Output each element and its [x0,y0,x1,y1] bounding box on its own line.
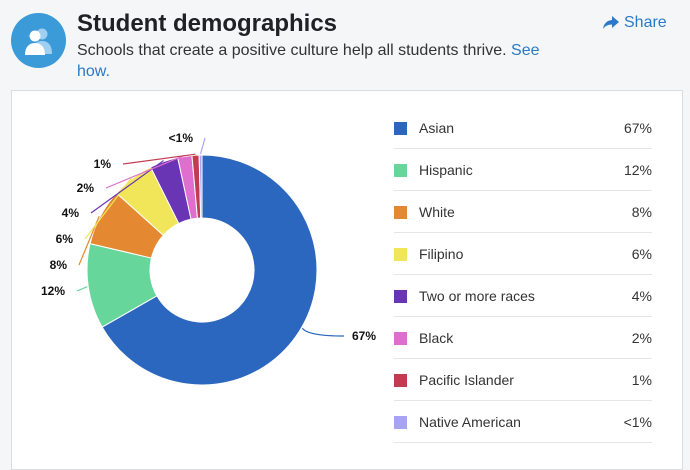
legend-value: 2% [631,330,652,346]
leader-line [199,137,206,155]
legend-label: White [419,204,455,220]
people-icon [25,28,52,55]
legend-swatch [394,289,407,303]
legend-value: 67% [623,120,652,136]
legend-item: White 8% [394,192,652,233]
legend-swatch [394,373,407,387]
demographics-card: 67% 12% 8% 6% 4% 2% 1% <1% Asian 67% Hispanic 12% W… [11,90,683,470]
leader-line [90,160,164,214]
legend-item: Asian 67% [394,108,652,149]
data-label: 67% [352,329,376,343]
legend-item: Native American <1% [394,402,652,443]
slice-native-american[interactable] [198,154,203,219]
legend-label: Pacific Islander [419,372,514,388]
legend-label: Hispanic [419,162,473,178]
legend-value: 6% [631,246,652,262]
legend-label: Two or more races [419,288,535,304]
legend-swatch [394,163,407,177]
data-label: 1% [94,157,112,171]
legend-label: Black [419,330,454,346]
legend-value: 1% [631,372,652,388]
legend-item: Hispanic 12% [394,150,652,191]
legend-label: Filipino [419,246,464,262]
legend-value: 8% [631,204,652,220]
donut-chart: 67% 12% 8% 6% 4% 2% 1% <1% [41,131,376,386]
legend-swatch [394,205,407,219]
legend-swatch [394,415,407,429]
legend-swatch [394,121,407,135]
leader-line [78,216,100,266]
share-button[interactable]: Share [603,14,667,32]
data-label: <1% [169,131,194,145]
leader-line [105,154,185,189]
leader-line [301,327,345,337]
leader-line [84,177,133,240]
subtitle-text: Schools that create a positive culture h… [77,42,507,59]
legend-item: Filipino 6% [394,234,652,275]
legend-value: 4% [631,288,652,304]
share-label: Share [624,14,667,31]
slice-asian[interactable] [101,154,318,386]
data-label: 12% [41,284,65,298]
data-label: 2% [77,181,95,195]
leader-line [76,286,88,292]
legend-label: Asian [419,120,455,136]
share-arrow-icon [603,16,619,29]
subtitle: Schools that create a positive culture h… [77,40,547,82]
see-how-link[interactable]: See how. [77,42,540,80]
page-title: Student demographics [77,10,338,37]
legend-swatch [394,247,407,261]
legend: Asian 67% Hispanic 12% White 8% Filipino 6% Two … [394,108,652,444]
data-label: 6% [56,232,74,246]
legend-item: Two or more races 4% [394,276,652,317]
header: Student demographics Schools that create… [0,0,690,90]
legend-item: Black 2% [394,318,652,359]
legend-swatch [394,331,407,345]
legend-item: Pacific Islander 1% [394,360,652,401]
legend-value: 12% [623,162,652,178]
data-label: 8% [50,258,68,272]
legend-label: Native American [419,414,521,430]
legend-value: <1% [623,414,652,430]
data-label: 4% [62,206,80,220]
avatar [11,13,66,68]
leader-line [122,153,196,165]
